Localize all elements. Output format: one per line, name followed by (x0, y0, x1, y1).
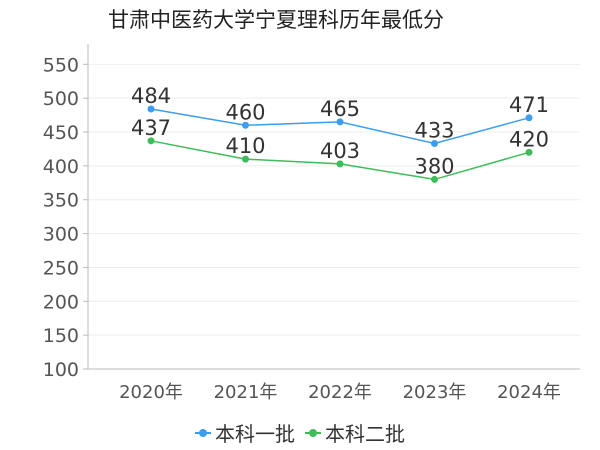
y-tick-label: 550 (43, 54, 79, 76)
data-label: 437 (131, 116, 171, 140)
x-tick-label: 2021年 (214, 382, 278, 403)
legend-item-series-1[interactable]: 本科一批 (195, 418, 295, 447)
data-point[interactable] (147, 137, 155, 145)
legend-swatch-series-2 (305, 427, 321, 439)
data-label: 410 (225, 134, 265, 158)
legend: 本科一批 本科二批 (0, 418, 600, 447)
data-label: 484 (131, 84, 171, 108)
legend-label-series-1: 本科一批 (215, 422, 295, 446)
data-point[interactable] (336, 118, 344, 126)
y-tick-label: 400 (43, 156, 79, 178)
x-tick-label: 2022年 (308, 382, 372, 403)
data-label: 465 (320, 97, 360, 121)
data-point[interactable] (242, 121, 249, 129)
data-point[interactable] (431, 140, 438, 148)
legend-label-series-2: 本科二批 (325, 422, 405, 446)
y-tick-label: 350 (43, 190, 79, 212)
x-tick-label: 2024年 (497, 382, 561, 403)
y-tick-label: 150 (43, 325, 79, 347)
data-point[interactable] (525, 148, 533, 156)
data-point[interactable] (525, 114, 533, 122)
y-tick-label: 450 (43, 122, 79, 144)
y-tick-label: 500 (43, 88, 79, 110)
data-label: 460 (225, 100, 265, 124)
legend-swatch-series-1 (195, 427, 211, 439)
data-label: 380 (414, 154, 454, 178)
x-tick-label: 2020年 (119, 382, 183, 403)
legend-item-series-2[interactable]: 本科二批 (305, 418, 405, 447)
y-tick-label: 300 (43, 224, 79, 246)
data-point[interactable] (336, 160, 344, 168)
y-tick-label: 100 (43, 359, 79, 381)
chart-title: 甘肃中医药大学宁夏理科历年最低分 (108, 8, 444, 32)
data-label: 420 (509, 127, 549, 151)
data-label: 403 (320, 139, 360, 163)
data-label: 471 (509, 93, 549, 117)
x-tick-label: 2023年 (403, 382, 467, 403)
data-point[interactable] (242, 155, 249, 163)
data-label: 433 (414, 119, 454, 143)
data-point[interactable] (147, 105, 155, 113)
y-tick-label: 250 (43, 257, 79, 279)
data-point[interactable] (431, 175, 438, 183)
y-tick-label: 200 (43, 291, 79, 313)
